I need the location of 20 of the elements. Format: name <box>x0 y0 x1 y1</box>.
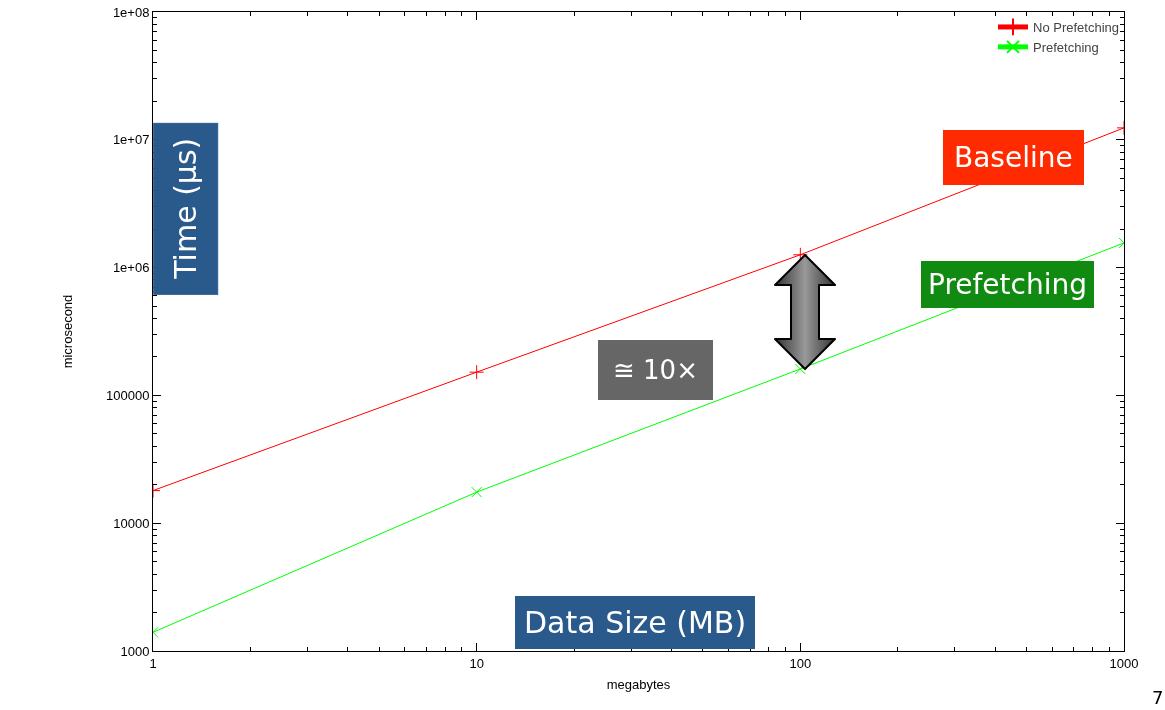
y-tick-label: 100000 <box>106 387 150 403</box>
x-tick-label: 10 <box>469 655 484 671</box>
y-tick-label: 1e+06 <box>112 260 150 276</box>
x-tick-label: 1000 <box>1109 655 1139 671</box>
annotation: Prefetching <box>928 268 1088 301</box>
text: 7 <box>1152 687 1164 708</box>
x-tick-label: 100 <box>789 655 812 671</box>
y-tick-label: 10000 <box>113 515 150 531</box>
legend-label: No Prefetching <box>1033 20 1119 36</box>
y-tick-label: 1e+07 <box>112 132 150 148</box>
legend-label: Prefetching <box>1033 39 1099 55</box>
y-tick-label: 1000 <box>120 643 150 659</box>
x-axis-title: megabytes <box>606 677 671 693</box>
annotation: Time (µs) <box>168 137 204 280</box>
annotation: Baseline <box>954 141 1073 174</box>
annotation: ≅ 10× <box>613 355 698 385</box>
x-tick-label: 1 <box>149 655 157 671</box>
annotation: Data Size (MB) <box>524 605 747 640</box>
y-axis-title: microsecond <box>59 294 75 369</box>
y-tick-label: 1e+08 <box>112 4 150 20</box>
